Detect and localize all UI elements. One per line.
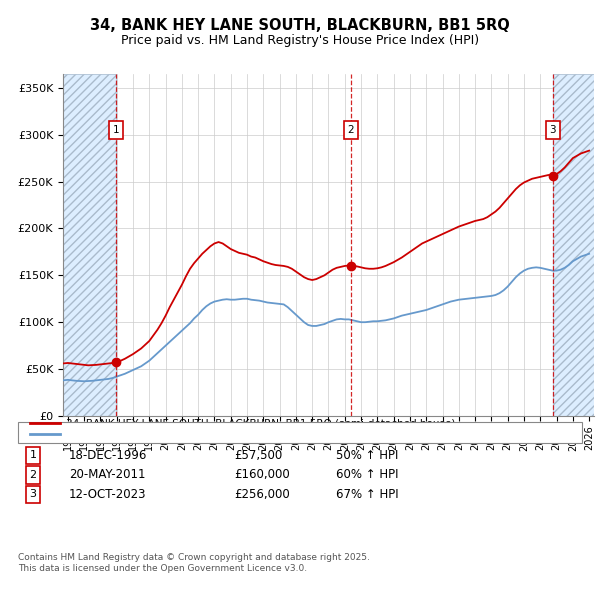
Bar [63, 74, 116, 416]
Text: £160,000: £160,000 [234, 468, 290, 481]
Text: 2: 2 [29, 470, 37, 480]
Text: 34, BANK HEY LANE SOUTH, BLACKBURN, BB1 5RQ (semi-detached house): 34, BANK HEY LANE SOUTH, BLACKBURN, BB1 … [66, 418, 455, 428]
Text: 3: 3 [29, 490, 37, 499]
Text: 34, BANK HEY LANE SOUTH, BLACKBURN, BB1 5RQ: 34, BANK HEY LANE SOUTH, BLACKBURN, BB1 … [90, 18, 510, 32]
Text: 3: 3 [550, 125, 556, 135]
Text: 20-MAY-2011: 20-MAY-2011 [69, 468, 146, 481]
Text: 12-OCT-2023: 12-OCT-2023 [69, 488, 146, 501]
Text: 60% ↑ HPI: 60% ↑ HPI [336, 468, 398, 481]
Text: Price paid vs. HM Land Registry's House Price Index (HPI): Price paid vs. HM Land Registry's House … [121, 34, 479, 47]
Bar [553, 74, 594, 416]
Text: 50% ↑ HPI: 50% ↑ HPI [336, 449, 398, 462]
Text: Contains HM Land Registry data © Crown copyright and database right 2025.: Contains HM Land Registry data © Crown c… [18, 553, 370, 562]
Text: £57,500: £57,500 [234, 449, 282, 462]
Text: 67% ↑ HPI: 67% ↑ HPI [336, 488, 398, 501]
Text: 18-DEC-1996: 18-DEC-1996 [69, 449, 148, 462]
Bar [553, 74, 594, 416]
Text: 2: 2 [347, 125, 354, 135]
Bar [63, 74, 116, 416]
Text: HPI: Average price, semi-detached house, Blackburn with Darwen: HPI: Average price, semi-detached house,… [66, 429, 409, 438]
Text: £256,000: £256,000 [234, 488, 290, 501]
Text: 1: 1 [29, 451, 37, 460]
Text: This data is licensed under the Open Government Licence v3.0.: This data is licensed under the Open Gov… [18, 565, 307, 573]
Text: 1: 1 [113, 125, 119, 135]
